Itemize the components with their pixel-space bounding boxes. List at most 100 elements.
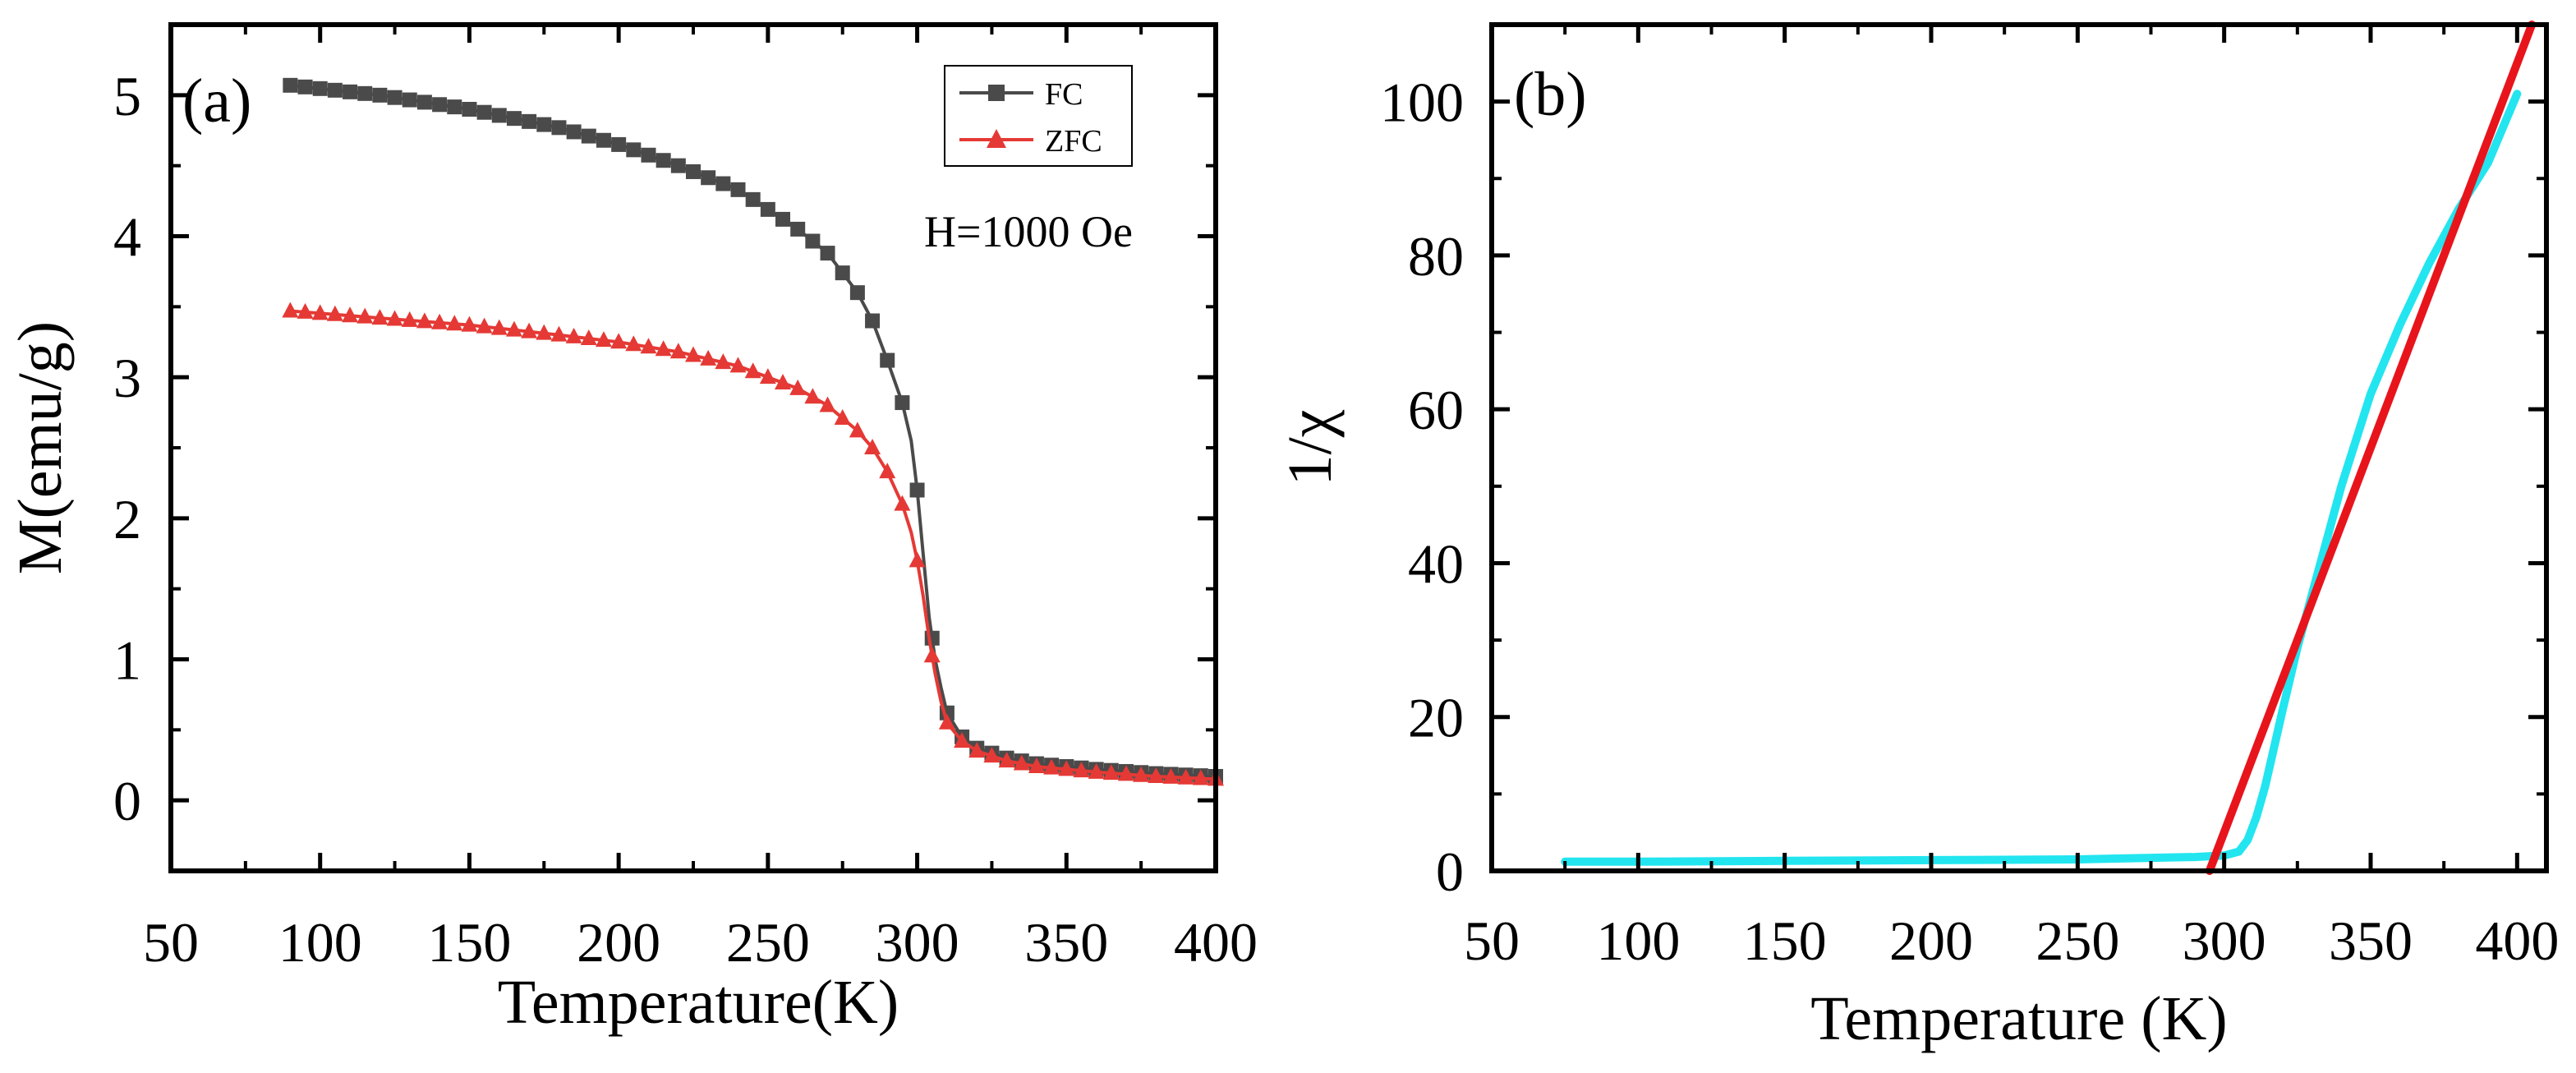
zfc-data-point <box>804 388 821 404</box>
zfc-data-point <box>864 439 881 454</box>
zfc-data-point <box>521 322 538 338</box>
fc-data-point <box>849 285 865 301</box>
zfc-data-point <box>879 463 896 479</box>
zfc-data-point <box>565 327 582 343</box>
fc-data-point <box>432 97 448 113</box>
fc-data-point <box>536 117 552 132</box>
zfc-data-point <box>819 396 836 412</box>
fc-data-point <box>447 99 462 115</box>
series-line-fc <box>288 83 1217 778</box>
fc-data-point <box>327 82 343 98</box>
fc-data-point <box>611 136 627 152</box>
zfc-data-point <box>326 305 343 321</box>
zfc-data-point <box>1073 762 1090 778</box>
zfc-data-point <box>849 421 866 438</box>
zfc-data-point <box>729 357 747 373</box>
fc-data-point <box>880 352 895 368</box>
zfc-data-point <box>505 320 522 337</box>
panel-a: 50 100 150 200 250 300 350 400 0 1 2 3 4 5 (a) Temper… <box>6 22 1258 1037</box>
x-tick-label: 300 <box>2183 910 2266 972</box>
x-tick-label: 400 <box>1174 911 1258 974</box>
y-tick-label: 20 <box>1408 687 1464 749</box>
fc-data-point <box>775 211 791 227</box>
panel-b-x-axis-title: Temperature (K) <box>1810 984 2227 1053</box>
zfc-data-point <box>625 335 642 352</box>
x-tick-label: 150 <box>427 911 511 974</box>
zfc-data-point <box>342 306 359 323</box>
fc-data-point <box>402 92 417 108</box>
zfc-data-point <box>297 302 314 319</box>
zfc-data-point <box>431 313 448 329</box>
panel-a-ticks: 50 100 150 200 250 300 350 400 0 1 2 3 4 5 <box>113 25 1258 974</box>
fc-data-point <box>416 94 432 110</box>
zfc-data-point <box>461 315 478 332</box>
fc-data-point <box>686 163 701 179</box>
fc-data-point <box>522 113 537 129</box>
fc-data-point <box>641 147 656 163</box>
x-tick-label: 100 <box>1596 910 1680 972</box>
fc-data-point <box>581 128 596 144</box>
fc-data-point <box>626 142 642 158</box>
fc-data-point <box>551 120 567 136</box>
y-tick-label: 100 <box>1380 71 1464 134</box>
fc-data-point <box>805 233 821 249</box>
zfc-data-point <box>894 495 911 511</box>
zfc-data-point <box>1028 757 1045 773</box>
zfc-data-point <box>938 713 955 730</box>
fc-data-point <box>462 102 477 117</box>
zfc-data-point <box>416 312 433 329</box>
zfc-data-point <box>595 331 612 348</box>
fc-data-point <box>745 191 761 207</box>
zfc-data-point <box>789 379 807 395</box>
zfc-data-point <box>1088 762 1105 779</box>
fc-data-point <box>283 77 298 93</box>
panel-a-legend: FC ZFC <box>944 65 1133 167</box>
zfc-data-point <box>550 325 568 342</box>
x-tick-label: 250 <box>726 911 810 974</box>
x-tick-label: 350 <box>2329 910 2413 972</box>
panel-a-y-axis-title: M(emu/g) <box>6 321 75 574</box>
x-tick-label: 200 <box>1889 910 1973 972</box>
legend-zfc-label: ZFC <box>1045 124 1102 159</box>
fc-data-point <box>566 124 582 140</box>
zfc-data-point <box>1102 764 1120 781</box>
zfc-data-point <box>744 362 761 379</box>
panel-a-label: (a) <box>182 67 251 136</box>
fc-data-point <box>701 170 716 186</box>
fc-data-point <box>312 81 328 96</box>
zfc-data-point <box>983 747 1000 763</box>
fc-data-point <box>909 482 925 498</box>
series-line-zfc <box>288 309 1217 781</box>
fc-data-point <box>790 221 806 237</box>
x-tick-label: 50 <box>143 911 199 974</box>
panel-a-annotation: H=1000 Oe <box>924 207 1133 256</box>
zfc-data-point <box>1148 767 1165 783</box>
zfc-data-point <box>1043 758 1060 775</box>
panel-b-y-axis-title: 1/χ <box>1276 409 1345 486</box>
x-tick-label: 200 <box>577 911 660 974</box>
zfc-data-point <box>580 329 597 345</box>
zfc-data-point <box>1013 754 1030 771</box>
series-line-linear-fit <box>2205 21 2537 875</box>
zfc-data-point <box>834 408 851 425</box>
zfc-data-point <box>1192 769 1209 785</box>
fc-data-point <box>297 79 313 94</box>
zfc-data-point <box>998 752 1015 768</box>
y-tick-label: 1 <box>113 629 141 692</box>
legend-fc-label: FC <box>1045 77 1083 112</box>
y-tick-label: 40 <box>1408 532 1464 595</box>
x-tick-label: 400 <box>2475 910 2559 972</box>
legend-fc-marker <box>988 85 1005 101</box>
fc-data-point <box>835 265 850 281</box>
fc-data-point <box>820 246 835 261</box>
fc-data-point <box>656 153 671 168</box>
y-tick-label: 3 <box>113 347 141 409</box>
zfc-data-point <box>536 324 553 340</box>
x-tick-label: 150 <box>1743 910 1827 972</box>
zfc-data-point <box>1058 760 1075 776</box>
y-tick-label: 60 <box>1408 379 1464 441</box>
fc-data-point <box>357 85 373 101</box>
fc-data-point <box>491 108 507 123</box>
